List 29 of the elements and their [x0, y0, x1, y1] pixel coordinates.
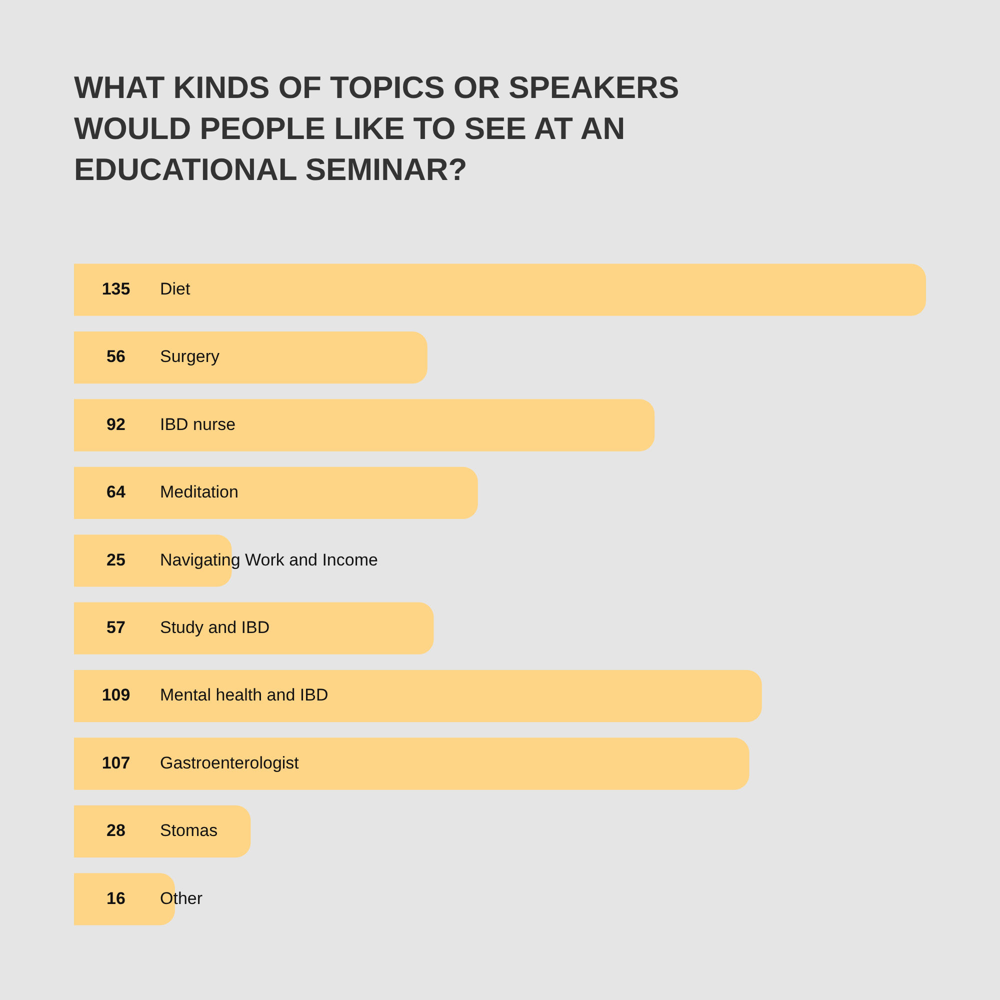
data-label: 28	[106, 821, 126, 840]
data-label: 92	[106, 414, 126, 434]
y-tick-label: Surgery	[160, 347, 220, 366]
data-label: 16	[106, 888, 126, 908]
data-label: 57	[106, 618, 126, 638]
bar	[74, 399, 655, 452]
data-label: 64	[106, 482, 126, 502]
chart-title: WHAT KINDS OF TOPICS OR SPEAKERS WOULD PEOPLE LIKE TO SEE AT AN EDUCATIONAL SEMINAR?	[74, 69, 680, 189]
y-tick-label: IBD nurse	[160, 414, 236, 434]
bar	[74, 738, 750, 790]
data-label: 135	[102, 280, 130, 299]
y-tick-label: Meditation	[160, 482, 238, 502]
data-label: 25	[106, 550, 126, 570]
data-label: 107	[102, 753, 130, 772]
y-tick-label: Mental health and IBD	[160, 686, 328, 705]
y-tick-label: Other	[160, 888, 203, 908]
bar	[74, 805, 251, 858]
data-label: 56	[106, 347, 126, 366]
y-tick-label: Gastroenterologist	[160, 753, 300, 772]
bar	[74, 670, 762, 722]
y-tick-label: Diet	[160, 280, 191, 299]
bar	[74, 331, 428, 384]
bar	[74, 466, 478, 520]
data-label: 109	[102, 686, 130, 705]
y-tick-label: Navigating Work and Income	[160, 550, 378, 570]
bar	[74, 602, 434, 654]
y-tick-label: Stomas	[160, 821, 218, 840]
bar	[74, 264, 926, 316]
y-tick-label: Study and IBD	[160, 618, 270, 638]
